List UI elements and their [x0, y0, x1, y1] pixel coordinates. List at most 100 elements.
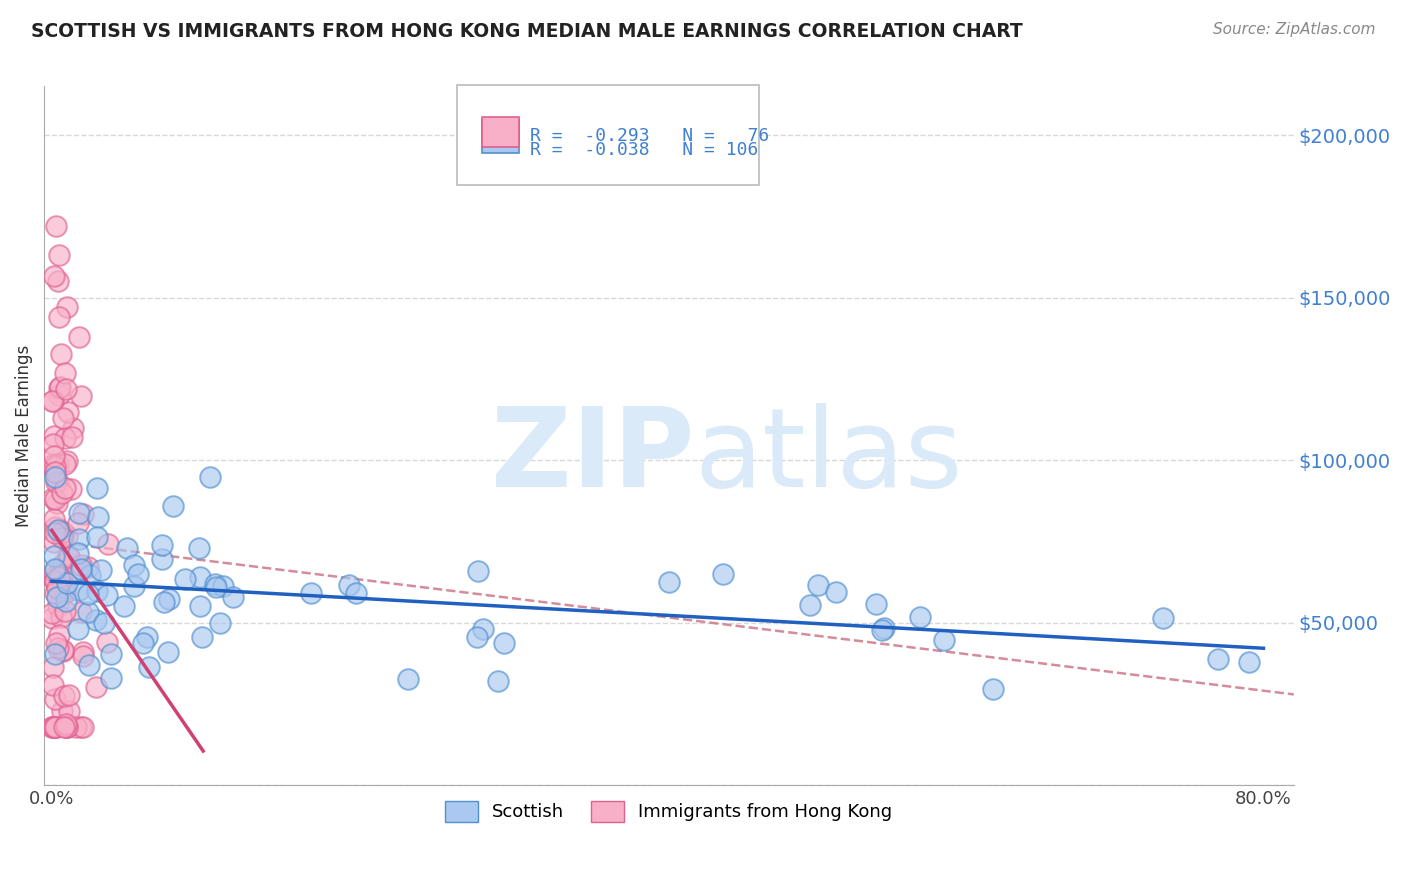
Point	[55, 716, 77, 731]
Point	[45, 568, 67, 582]
Point	[42, 460, 65, 475]
Point	[658, 574, 681, 589]
Point	[67, 516, 90, 530]
Point	[48, 310, 70, 324]
Point	[44, 720, 66, 734]
Point	[46, 475, 69, 489]
Point	[53, 690, 76, 704]
Point	[299, 586, 322, 600]
Point	[84, 613, 107, 627]
Point	[56, 720, 79, 734]
Point	[41, 720, 63, 734]
Point	[44, 586, 66, 600]
Point	[46, 566, 69, 581]
Point	[51, 531, 73, 545]
Point	[48, 628, 70, 642]
Point	[52, 529, 75, 543]
Point	[41, 720, 63, 734]
Point	[132, 636, 155, 650]
Point	[55, 382, 77, 396]
Point	[44, 511, 66, 525]
Point	[49, 610, 72, 624]
Point	[84, 680, 107, 694]
Point	[127, 566, 149, 581]
Point	[212, 578, 235, 592]
Point	[67, 583, 90, 598]
Point	[44, 691, 66, 706]
Point	[865, 597, 887, 611]
Point	[97, 537, 120, 551]
Text: R =  -0.038   N = 106: R = -0.038 N = 106	[530, 141, 758, 159]
Point	[44, 574, 66, 588]
Point	[188, 570, 211, 584]
Point	[136, 630, 159, 644]
Point	[58, 549, 80, 564]
Point	[45, 581, 67, 595]
Point	[53, 481, 76, 495]
Point	[46, 496, 69, 510]
Point	[51, 704, 73, 718]
Point	[53, 586, 76, 600]
Point	[44, 458, 66, 473]
Point	[44, 535, 66, 549]
Point	[41, 611, 63, 625]
Point	[46, 275, 69, 289]
Text: atlas: atlas	[695, 403, 963, 510]
Point	[122, 558, 145, 573]
Point	[42, 678, 65, 692]
Point	[53, 604, 76, 618]
Point	[41, 394, 63, 409]
Point	[56, 529, 79, 543]
Point	[48, 248, 70, 262]
Point	[41, 660, 63, 674]
Point	[77, 586, 100, 600]
Point	[62, 421, 84, 435]
Point	[44, 720, 66, 734]
Point	[873, 621, 896, 635]
Point	[100, 648, 122, 662]
Point	[44, 647, 66, 661]
Point	[799, 599, 821, 613]
Point	[65, 720, 87, 734]
Point	[52, 720, 75, 734]
Point	[112, 599, 135, 613]
Point	[67, 506, 90, 520]
Point	[1152, 611, 1174, 625]
Point	[157, 592, 180, 607]
Point	[86, 481, 108, 495]
Point	[1206, 652, 1229, 666]
Point	[208, 616, 231, 631]
Point	[52, 583, 75, 598]
Point	[100, 671, 122, 685]
Point	[60, 430, 83, 444]
Point	[150, 538, 173, 552]
Point	[711, 567, 734, 582]
Point	[1237, 655, 1260, 669]
Point	[58, 704, 80, 718]
Point	[190, 630, 212, 644]
Point	[53, 457, 76, 471]
Point	[52, 642, 75, 657]
Point	[56, 549, 79, 563]
Point	[96, 634, 118, 648]
Point	[344, 586, 367, 600]
Point	[492, 636, 515, 650]
Point	[42, 436, 65, 450]
Point	[205, 580, 228, 594]
Point	[44, 526, 66, 541]
Point	[44, 466, 66, 480]
Point	[806, 578, 828, 592]
Point	[52, 411, 75, 425]
Point	[117, 541, 139, 555]
Point	[67, 330, 90, 344]
Point	[337, 578, 360, 592]
Point	[53, 366, 76, 380]
Point	[70, 720, 93, 734]
Point	[122, 578, 145, 592]
Point	[53, 432, 76, 446]
Point	[53, 582, 76, 596]
Point	[467, 564, 489, 578]
Point	[48, 387, 70, 401]
Point	[870, 624, 893, 638]
Point	[67, 564, 90, 578]
